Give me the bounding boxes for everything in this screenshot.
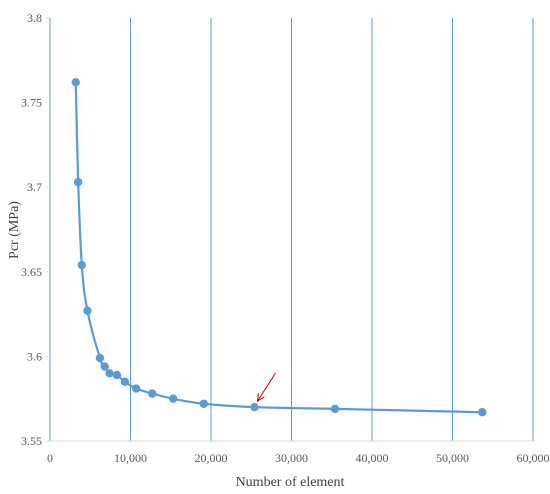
data-point-2: [77, 260, 86, 270]
data-point-3: [83, 306, 92, 315]
data-point-15: [478, 408, 487, 417]
data-point-6: [105, 369, 114, 378]
x-tick-label-4: 40,000: [356, 451, 389, 465]
y-tick-label-3: 3.7: [27, 180, 42, 194]
data-point-5: [100, 362, 109, 371]
y-axis-title: Pcr (MPa): [7, 201, 22, 259]
data-point-8: [120, 377, 130, 386]
x-tick-label-6: 60,000: [517, 451, 550, 465]
x-tick-label-5: 50,000: [436, 451, 469, 465]
data-point-4: [95, 353, 105, 363]
x-tick-labels: 0 10,000 20,000 30,000 40,000 50,000 60,000: [47, 451, 550, 465]
arrow-head: [256, 393, 265, 403]
axes: [46, 17, 533, 442]
x-tick-label-3: 30,000: [275, 451, 308, 465]
x-tick-label-2: 20,000: [195, 451, 228, 465]
x-tick-label-1: 10,000: [114, 451, 147, 465]
data-point-7: [112, 370, 122, 380]
data-point-14: [330, 404, 340, 414]
data-point-1: [73, 177, 83, 187]
data-point-12: [199, 399, 208, 408]
y-tick-labels: 3.55 3.6 3.65 3.7 3.75 3.8: [21, 11, 42, 448]
data-point-10: [148, 389, 157, 398]
y-tick-label-0: 3.55: [21, 434, 42, 448]
y-tick-label-5: 3.8: [27, 11, 42, 25]
annotation-arrow: [256, 372, 276, 403]
y-tick-label-1: 3.6: [27, 349, 42, 363]
x-axis-title: Number of element: [236, 475, 345, 490]
x-tick-label-0: 0: [47, 451, 53, 465]
arrow-shaft: [257, 372, 276, 402]
data-point-13: [250, 402, 259, 412]
series-line: [74, 82, 483, 414]
vertical-gridlines: [130, 18, 534, 441]
data-points: [71, 78, 487, 417]
data-point-9: [131, 384, 141, 393]
y-tick-label-2: 3.65: [21, 265, 42, 279]
data-point-11: [168, 394, 178, 403]
y-tick-label-4: 3.75: [21, 96, 42, 110]
data-point-0: [71, 78, 80, 87]
